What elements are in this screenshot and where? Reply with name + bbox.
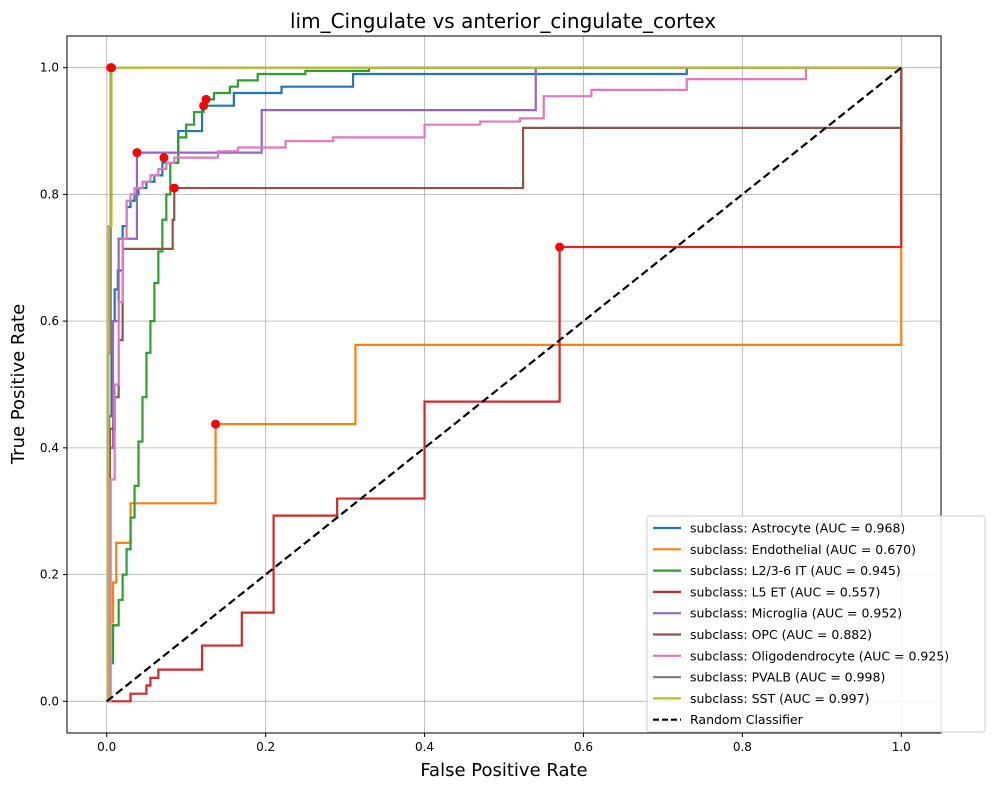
series-lines	[106, 66, 903, 703]
legend-entry: subclass: Astrocyte (AUC = 0.968)	[690, 521, 905, 536]
legend-entry: subclass: SST (AUC = 0.997)	[690, 691, 869, 706]
legend-entry: subclass: PVALB (AUC = 0.998)	[690, 670, 885, 685]
threshold-marker	[201, 94, 211, 104]
series-line-subclass-oligodendrocyte	[106, 66, 902, 703]
legend-entry: subclass: Oligodendrocyte (AUC = 0.925)	[690, 648, 949, 663]
x-tick-label: 0.0	[97, 740, 116, 754]
y-tick-label: 0.8	[40, 187, 59, 201]
legend: subclass: Astrocyte (AUC = 0.968) subclas…	[646, 515, 986, 733]
legend-box	[646, 515, 986, 733]
x-tick-label: 0.6	[574, 740, 593, 754]
legend-entry: subclass: L2/3-6 IT (AUC = 0.945)	[690, 563, 901, 578]
legend-entry: subclass: Microglia (AUC = 0.952)	[690, 606, 902, 621]
x-tick-label: 0.4	[415, 740, 434, 754]
threshold-marker	[169, 183, 179, 193]
series-line-subclass-l5-et	[106, 67, 903, 703]
y-tick-label: 1.0	[40, 61, 59, 75]
threshold-marker	[159, 153, 169, 163]
threshold-marker	[106, 63, 116, 73]
y-tick-label: 0.2	[40, 568, 59, 582]
legend-entry: subclass: Endothelial (AUC = 0.670)	[690, 542, 916, 557]
x-tick-label: 1.0	[892, 740, 911, 754]
x-axis-label: False Positive Rate	[420, 760, 587, 781]
threshold-marker	[132, 148, 142, 158]
x-tick-label: 0.8	[733, 740, 752, 754]
legend-entry: subclass: OPC (AUC = 0.882)	[690, 627, 872, 642]
y-axis-ticks: 0.0 0.2 0.4 0.6 0.8 1.0	[40, 61, 67, 708]
optimal-threshold-markers	[106, 63, 565, 429]
x-tick-label: 0.2	[256, 740, 275, 754]
y-tick-label: 0.6	[40, 314, 59, 328]
chart-title: lim_Cingulate vs anterior_cingulate_cort…	[290, 9, 716, 33]
grid	[67, 36, 941, 733]
threshold-marker	[211, 419, 221, 429]
plot-border	[66, 35, 942, 734]
y-axis-label: True Positive Rate	[8, 304, 29, 465]
y-tick-label: 0.0	[40, 694, 59, 708]
series-line-random-classifier	[106, 66, 902, 703]
legend-entry: subclass: L5 ET (AUC = 0.557)	[690, 584, 880, 599]
x-axis-ticks: 0.0 0.2 0.4 0.6 0.8 1.0	[97, 733, 911, 754]
threshold-marker	[555, 242, 565, 252]
y-tick-label: 0.4	[40, 441, 59, 455]
legend-entry: Random Classifier	[690, 712, 804, 727]
series-line-subclass-l2-3-6-it	[106, 66, 902, 703]
